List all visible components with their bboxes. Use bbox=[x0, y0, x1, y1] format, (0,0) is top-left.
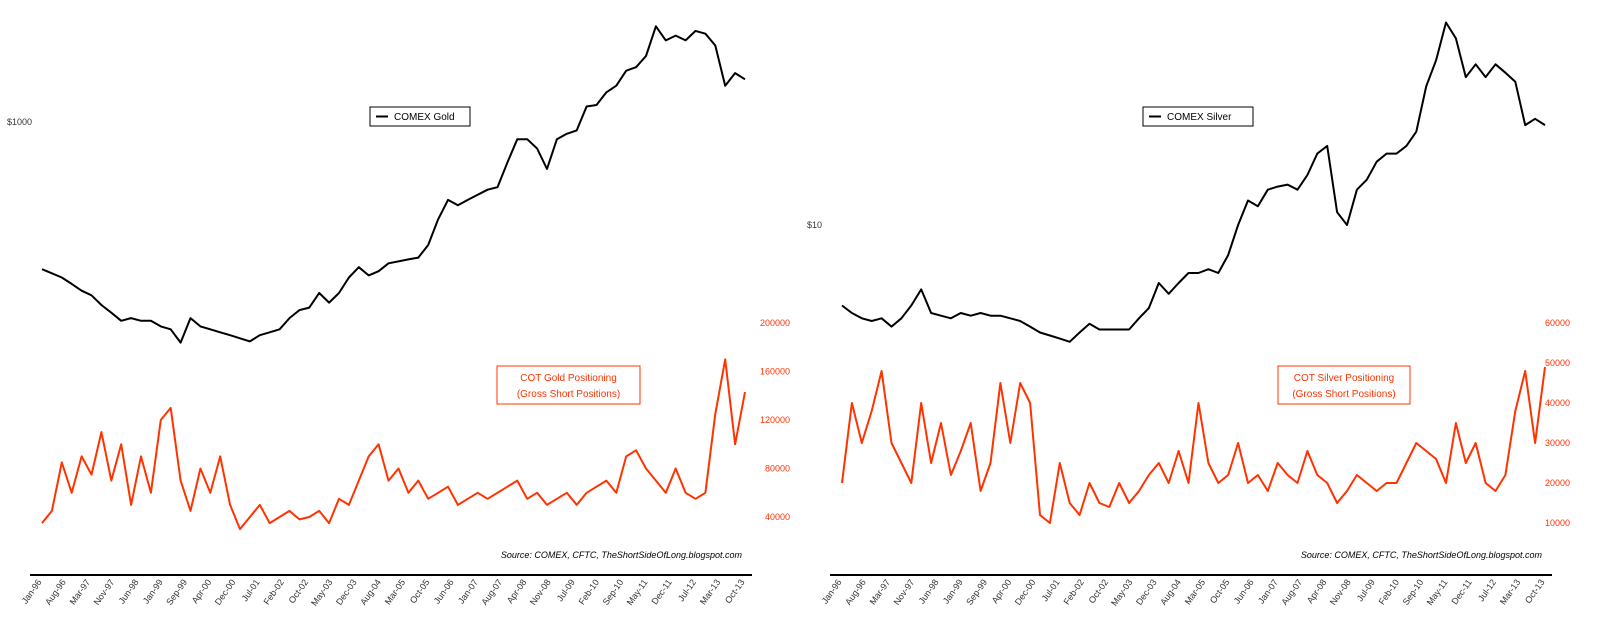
price-legend: COMEX Gold bbox=[369, 106, 471, 127]
cot-tick-label: 40000 bbox=[1545, 398, 1570, 408]
x-tick-label: Dec-00 bbox=[213, 577, 238, 607]
source-note: Source: COMEX, CFTC, TheShortSideOfLong.… bbox=[1301, 550, 1543, 560]
x-tick-label: Jun-06 bbox=[432, 577, 456, 605]
x-tick-label: Feb-10 bbox=[577, 577, 602, 606]
cot-legend-line2: (Gross Short Positions) bbox=[517, 389, 620, 400]
cot-tick-label: 80000 bbox=[765, 464, 790, 474]
price-legend: COMEX Silver bbox=[1142, 106, 1254, 127]
cot-legend-line2: (Gross Short Positions) bbox=[1292, 389, 1395, 400]
x-tick-label: May-11 bbox=[625, 577, 650, 607]
x-tick-label: Jan-07 bbox=[1256, 577, 1280, 605]
cot-series-line bbox=[41, 358, 746, 531]
cot-legend: COT Gold Positioning (Gross Short Positio… bbox=[496, 365, 641, 405]
legend-label: COMEX Silver bbox=[1167, 112, 1232, 123]
x-tick-label: May-03 bbox=[1109, 577, 1134, 607]
x-tick-label: Jan-99 bbox=[141, 577, 165, 605]
x-tick-label: Mar-13 bbox=[1498, 577, 1523, 606]
x-tick-label: Apr-08 bbox=[505, 577, 529, 605]
x-tick-label: Feb-02 bbox=[1061, 577, 1086, 606]
cot-legend-line1: COT Silver Positioning bbox=[1294, 373, 1394, 384]
x-tick-label: Apr-08 bbox=[1305, 577, 1329, 605]
x-tick-label: Jan-99 bbox=[941, 577, 965, 605]
price-tick-label: $1000 bbox=[7, 117, 32, 127]
price-series-line bbox=[841, 21, 1546, 343]
x-tick-label: Mar-97 bbox=[868, 577, 893, 606]
x-tick-label: Dec-11 bbox=[1449, 577, 1473, 606]
x-tick-label: Jun-06 bbox=[1232, 577, 1256, 605]
x-tick-label: May-03 bbox=[309, 577, 334, 607]
source-note: Source: COMEX, CFTC, TheShortSideOfLong.… bbox=[501, 550, 743, 560]
cot-tick-label: 160000 bbox=[760, 367, 790, 377]
x-tick-label: Aug-04 bbox=[358, 577, 383, 607]
x-tick-label: Sep-99 bbox=[964, 577, 989, 607]
cot-tick-label: 120000 bbox=[760, 415, 790, 425]
cot-tick-label: 10000 bbox=[1545, 518, 1570, 528]
x-tick-label: Mar-05 bbox=[1183, 577, 1208, 606]
cot-tick-label: 30000 bbox=[1545, 438, 1570, 448]
cot-legend-line1: COT Gold Positioning bbox=[520, 373, 617, 384]
x-tick-label: Jun-98 bbox=[917, 577, 941, 605]
x-tick-label: Mar-97 bbox=[68, 577, 93, 606]
x-tick-label: Oct-13 bbox=[723, 577, 747, 605]
x-tick-label: Oct-13 bbox=[1523, 577, 1547, 605]
cot-tick-label: 200000 bbox=[760, 318, 790, 328]
cot-legend: COT Silver Positioning (Gross Short Posit… bbox=[1277, 365, 1411, 405]
x-tick-label: Sep-99 bbox=[164, 577, 189, 607]
x-tick-label: Sep-10 bbox=[601, 577, 626, 607]
x-tick-label: Nov-97 bbox=[892, 577, 917, 607]
cot-tick-label: 50000 bbox=[1545, 358, 1570, 368]
x-tick-label: Apr-00 bbox=[990, 577, 1014, 605]
x-tick-label: Oct-02 bbox=[287, 577, 311, 605]
cot-tick-label: 20000 bbox=[1545, 478, 1570, 488]
x-tick-label: May-11 bbox=[1425, 577, 1450, 607]
x-tick-label: Jan-96 bbox=[820, 577, 844, 605]
x-tick-label: Apr-00 bbox=[190, 577, 214, 605]
x-tick-label: Dec-03 bbox=[334, 577, 359, 607]
x-tick-label: Aug-96 bbox=[843, 577, 868, 607]
x-tick-label: Nov-08 bbox=[1328, 577, 1353, 607]
x-tick-label: Jul-01 bbox=[240, 577, 262, 603]
cot-tick-label: 40000 bbox=[765, 512, 790, 522]
cot-series-line bbox=[841, 366, 1546, 524]
x-tick-label: Jul-12 bbox=[1476, 577, 1498, 603]
x-tick-label: Jan-96 bbox=[20, 577, 44, 605]
price-series-line bbox=[41, 25, 746, 344]
x-tick-label: Oct-02 bbox=[1087, 577, 1111, 605]
x-tick-label: Jul-09 bbox=[1355, 577, 1377, 603]
x-tick-label: Mar-05 bbox=[383, 577, 408, 606]
x-tick-label: Aug-96 bbox=[43, 577, 68, 607]
x-tick-label: Jan-07 bbox=[456, 577, 480, 605]
x-tick-label: Nov-97 bbox=[92, 577, 117, 607]
x-tick-label: Aug-07 bbox=[479, 577, 504, 607]
cot-tick-label: 60000 bbox=[1545, 318, 1570, 328]
x-tick-label: Jun-98 bbox=[117, 577, 141, 605]
x-tick-label: Aug-04 bbox=[1158, 577, 1183, 607]
x-tick-label: Feb-02 bbox=[261, 577, 286, 606]
x-tick-label: Aug-07 bbox=[1279, 577, 1304, 607]
x-tick-label: Jul-12 bbox=[676, 577, 698, 603]
x-tick-label: Nov-08 bbox=[528, 577, 553, 607]
x-tick-label: Mar-13 bbox=[698, 577, 723, 606]
x-tick-label: Sep-10 bbox=[1401, 577, 1426, 607]
x-tick-label: Dec-00 bbox=[1013, 577, 1038, 607]
x-tick-label: Oct-05 bbox=[1208, 577, 1232, 605]
legend-label: COMEX Gold bbox=[394, 112, 455, 123]
x-tick-label: Dec-03 bbox=[1134, 577, 1159, 607]
x-tick-label: Dec-11 bbox=[649, 577, 673, 606]
x-tick-label: Feb-10 bbox=[1377, 577, 1402, 606]
x-tick-label: Jul-09 bbox=[555, 577, 577, 603]
price-tick-label: $10 bbox=[807, 220, 822, 230]
x-tick-label: Jul-01 bbox=[1040, 577, 1062, 603]
x-tick-label: Oct-05 bbox=[408, 577, 432, 605]
